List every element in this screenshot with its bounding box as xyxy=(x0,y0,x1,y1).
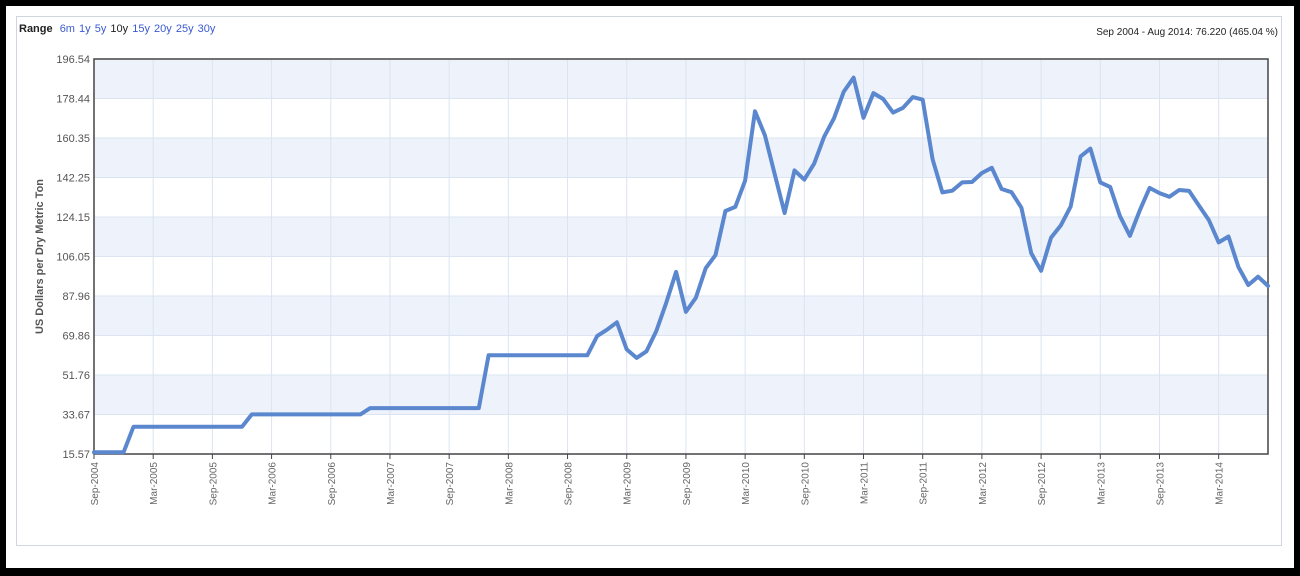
y-axis-label: US Dollars per Dry Metric Ton xyxy=(34,179,46,334)
range-option-6m[interactable]: 6m xyxy=(59,23,75,35)
range-title: Range xyxy=(19,23,53,35)
x-tick-label: Sep-2011 xyxy=(919,462,930,505)
y-tick-label: 160.35 xyxy=(56,133,90,145)
y-tick-label: 124.15 xyxy=(56,212,90,224)
y-tick-label: 33.67 xyxy=(62,410,90,422)
y-tick-label: 15.57 xyxy=(62,449,90,461)
x-axis-ticks: Sep-2004 Mar-2005 Sep-2005 Mar-2006 Sep-2006… xyxy=(90,454,1226,505)
x-tick-label: Sep-2004 xyxy=(90,462,101,506)
x-tick-label: Sep-2010 xyxy=(800,462,811,506)
x-tick-label: Sep-2005 xyxy=(208,462,219,506)
range-option-20y[interactable]: 20y xyxy=(154,23,172,35)
y-tick-label: 87.96 xyxy=(62,291,90,303)
x-tick-label: Sep-2009 xyxy=(682,462,693,506)
series-line xyxy=(92,75,1270,455)
x-tick-label: Mar-2008 xyxy=(504,462,515,505)
y-tick-label: 178.44 xyxy=(56,94,90,106)
plot-frame xyxy=(93,58,1269,455)
x-tick-label: Mar-2012 xyxy=(978,462,989,505)
range-selector: Range 6m 1y 5y 10y 15y 20y 25y 30y xyxy=(19,23,216,35)
x-tick-label: Mar-2009 xyxy=(623,462,634,505)
x-tick-label: Sep-2012 xyxy=(1037,462,1048,506)
x-tick-label: Sep-2013 xyxy=(1155,462,1166,506)
plot-band xyxy=(94,375,1268,415)
range-option-10y[interactable]: 10y xyxy=(110,23,129,35)
y-tick-label: 69.86 xyxy=(62,331,90,343)
plot-band xyxy=(94,217,1268,257)
y-tick-label: 142.25 xyxy=(56,173,90,185)
x-tick-label: Mar-2011 xyxy=(860,462,871,504)
x-tick-label: Sep-2008 xyxy=(564,462,575,506)
x-tick-label: Mar-2013 xyxy=(1096,462,1107,505)
range-option-25y[interactable]: 25y xyxy=(175,23,194,35)
x-tick-label: Mar-2010 xyxy=(741,462,752,505)
range-summary: Sep 2004 - Aug 2014: 76.220 (465.04 %) xyxy=(1096,27,1278,38)
range-option-1y[interactable]: 1y xyxy=(79,23,91,35)
plot-band xyxy=(94,296,1268,336)
x-tick-label: Mar-2005 xyxy=(149,462,160,505)
plot-band xyxy=(94,59,1268,99)
x-tick-label: Mar-2006 xyxy=(268,462,279,505)
x-tick-label: Sep-2006 xyxy=(327,462,338,506)
range-option-15y[interactable]: 15y xyxy=(132,23,150,35)
x-tick-label: Sep-2007 xyxy=(445,462,456,506)
y-axis-ticks: 196.54 178.44 160.35 142.25 124.15 106.05 87.9… xyxy=(56,54,90,461)
x-tick-label: Mar-2014 xyxy=(1215,462,1226,505)
range-option-30y[interactable]: 30y xyxy=(197,23,216,35)
x-tick-label: Mar-2007 xyxy=(386,462,397,505)
range-option-5y[interactable]: 5y xyxy=(94,23,107,35)
y-tick-label: 106.05 xyxy=(56,252,90,264)
y-tick-label: 51.76 xyxy=(62,370,90,382)
y-tick-label: 196.54 xyxy=(56,54,90,66)
chart-border xyxy=(16,16,1282,546)
plot-band xyxy=(94,138,1268,178)
